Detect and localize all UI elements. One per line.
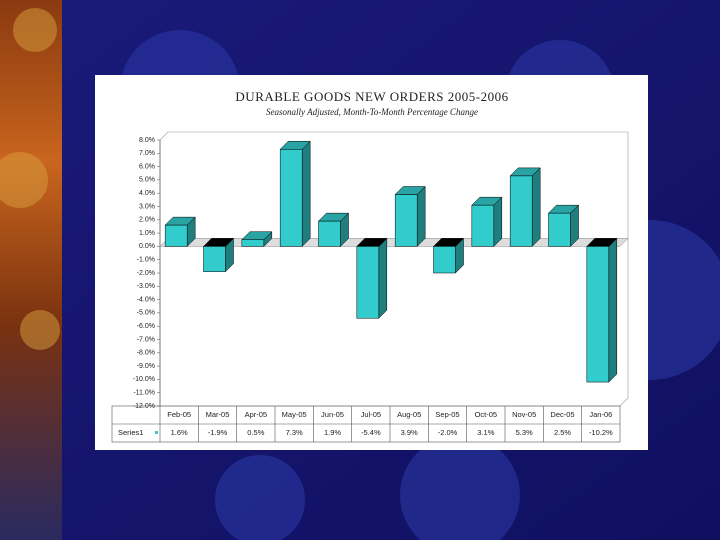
bar bbox=[394, 194, 418, 247]
y-tick-label: -11.0% bbox=[133, 390, 155, 397]
legend-swatch bbox=[155, 431, 158, 434]
x-tick-label: Aug-05 bbox=[397, 410, 421, 419]
value-label: 3.9% bbox=[401, 428, 418, 437]
x-tick-label: Apr-05 bbox=[245, 410, 268, 419]
bar-side bbox=[416, 185, 426, 248]
y-tick-label: 8.0% bbox=[139, 137, 155, 144]
value-label: 2.5% bbox=[554, 428, 571, 437]
y-tick-label: -1.0% bbox=[137, 257, 155, 264]
value-label: 1.9% bbox=[324, 428, 341, 437]
value-label: 3.1% bbox=[477, 428, 494, 437]
y-tick-label: -7.0% bbox=[137, 336, 155, 343]
y-tick-label: 4.0% bbox=[139, 190, 155, 197]
value-label: 0.5% bbox=[247, 428, 264, 437]
y-tick-label: -12.0% bbox=[133, 403, 155, 410]
back-wall bbox=[159, 131, 629, 407]
y-tick-label: -5.0% bbox=[137, 310, 155, 317]
y-tick-label: 3.0% bbox=[139, 203, 155, 210]
bar bbox=[279, 149, 303, 247]
bar bbox=[433, 246, 456, 274]
bar bbox=[471, 204, 495, 247]
y-tick-label: 0.0% bbox=[139, 243, 155, 250]
x-tick-label: Dec-05 bbox=[550, 410, 574, 419]
bar-side bbox=[493, 196, 503, 248]
x-tick-label: Jun-05 bbox=[321, 410, 344, 419]
bar bbox=[203, 246, 226, 272]
x-tick-label: Jan-06 bbox=[589, 410, 612, 419]
bar bbox=[509, 175, 533, 247]
x-tick-label: Mar-05 bbox=[206, 410, 230, 419]
y-tick-label: -2.0% bbox=[137, 270, 155, 277]
y-tick-label: 6.0% bbox=[139, 163, 155, 170]
y-tick-label: -4.0% bbox=[137, 296, 155, 303]
value-label: -5.4% bbox=[361, 428, 381, 437]
y-tick-label: -6.0% bbox=[137, 323, 155, 330]
chart-title: DURABLE GOODS NEW ORDERS 2005-2006 bbox=[235, 89, 508, 104]
value-label: -1.9% bbox=[208, 428, 228, 437]
plot: 8.0% 7.0% 6.0% 5.0% 4.0% 3.0% 2.0% 1.0% 0.0% -1.0… bbox=[111, 131, 629, 443]
x-tick-label: Sep-05 bbox=[435, 410, 459, 419]
bar-side bbox=[301, 140, 311, 248]
bar bbox=[318, 220, 341, 247]
chart-subtitle: Seasonally Adjusted, Month-To-Month Perc… bbox=[266, 107, 478, 117]
bar bbox=[548, 212, 571, 247]
y-tick-label: -10.0% bbox=[133, 376, 155, 383]
y-tick-label: 2.0% bbox=[139, 217, 155, 224]
bar-side bbox=[608, 237, 618, 383]
bar bbox=[164, 224, 188, 247]
x-tick-label: Feb-05 bbox=[167, 410, 191, 419]
value-label: 1.6% bbox=[171, 428, 188, 437]
y-tick-label: -3.0% bbox=[137, 283, 155, 290]
bar-side bbox=[378, 237, 388, 319]
bar bbox=[356, 246, 380, 319]
y-tick-label: -9.0% bbox=[137, 363, 155, 370]
value-label: 7.3% bbox=[286, 428, 303, 437]
side-strip bbox=[0, 0, 62, 540]
value-label: -10.2% bbox=[589, 428, 613, 437]
strip-gears bbox=[0, 8, 60, 350]
x-tick-label: May-05 bbox=[282, 410, 307, 419]
legend-label: Series1 bbox=[118, 428, 143, 437]
y-tick-label: 5.0% bbox=[139, 177, 155, 184]
bar bbox=[586, 246, 610, 383]
x-tick-label: Oct-05 bbox=[475, 410, 498, 419]
x-tick-label: Jul-05 bbox=[361, 410, 381, 419]
y-tick-label: 1.0% bbox=[139, 230, 155, 237]
bar bbox=[241, 239, 265, 247]
x-tick-label: Nov-05 bbox=[512, 410, 536, 419]
value-label: -2.0% bbox=[438, 428, 458, 437]
y-tick-label: -8.0% bbox=[137, 350, 155, 357]
y-tick-label: 7.0% bbox=[139, 150, 155, 157]
bar-side bbox=[531, 167, 541, 248]
value-label: 5.3% bbox=[516, 428, 533, 437]
